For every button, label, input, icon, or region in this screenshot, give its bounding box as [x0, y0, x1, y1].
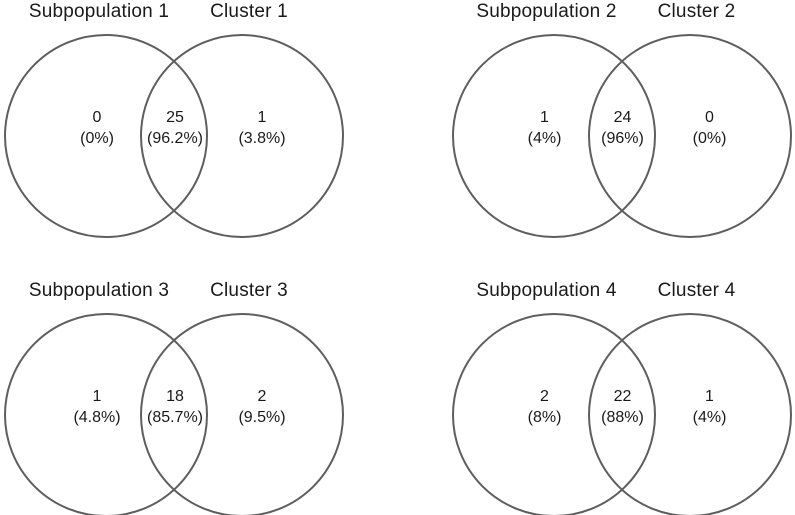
intersection-percent: (96%)	[601, 130, 644, 147]
intersection-count: 22	[613, 387, 632, 405]
left-only-percent: (4%)	[527, 130, 562, 147]
right-only-percent: (9.5%)	[238, 408, 286, 426]
cluster-1-title: Cluster 1	[210, 1, 288, 22]
right-only-region: 2 (9.5%)	[238, 386, 285, 428]
intersection-region: 24 (96%)	[601, 107, 644, 149]
left-only-region: 1 (4%)	[528, 107, 562, 149]
right-only-region: 0 (0%)	[693, 107, 727, 149]
intersection-count: 24	[613, 109, 632, 126]
left-only-count: 1	[540, 109, 549, 126]
intersection-region: 18 (85.7%)	[147, 386, 203, 428]
cluster-4-title: Cluster 4	[657, 279, 736, 301]
venn-panel-4: Subpopulation 4 Cluster 4 2 (8%) 22 (88%…	[398, 258, 795, 515]
cluster-1-circle	[140, 34, 344, 238]
venn-panel-2: Subpopulation 2 Cluster 2 1 (4%) 24 (96%…	[398, 0, 795, 258]
right-only-region: 1 (4%)	[693, 386, 727, 428]
left-only-region: 1 (4.8%)	[73, 386, 120, 428]
left-only-percent: (0%)	[80, 130, 114, 147]
left-only-region: 0 (0%)	[80, 107, 114, 149]
right-only-count: 1	[705, 387, 714, 405]
cluster-2-circle	[587, 34, 792, 238]
left-only-count: 0	[92, 109, 102, 126]
right-only-count: 1	[257, 109, 267, 126]
right-only-percent: (3.8%)	[238, 130, 286, 147]
intersection-percent: (85.7%)	[146, 408, 204, 426]
intersection-count: 25	[166, 109, 184, 126]
right-only-count: 0	[705, 109, 714, 126]
right-only-count: 2	[257, 387, 267, 405]
cluster-2-title: Cluster 2	[657, 1, 736, 22]
subpopulation-3-title: Subpopulation 3	[28, 279, 170, 301]
subpopulation-2-title: Subpopulation 2	[476, 1, 617, 22]
right-only-percent: (4%)	[692, 408, 727, 426]
subpopulation-4-title: Subpopulation 4	[476, 279, 617, 301]
subpopulation-1-title: Subpopulation 1	[28, 1, 170, 22]
left-only-region: 2 (8%)	[528, 386, 562, 428]
right-only-percent: (0%)	[692, 130, 727, 147]
intersection-region: 22 (88%)	[601, 386, 644, 428]
venn-panel-1: Subpopulation 1 Cluster 1 0 (0%) 25 (96.…	[0, 0, 398, 258]
cluster-3-title: Cluster 3	[210, 279, 288, 301]
right-only-region: 1 (3.8%)	[238, 107, 285, 149]
intersection-region: 25 (96.2%)	[147, 107, 203, 149]
venn-panel-3: Subpopulation 3 Cluster 3 1 (4.8%) 18 (8…	[0, 258, 398, 515]
left-only-percent: (4.8%)	[73, 408, 121, 426]
intersection-percent: (88%)	[601, 408, 644, 426]
intersection-count: 18	[166, 387, 184, 405]
intersection-percent: (96.2%)	[146, 130, 204, 147]
left-only-count: 2	[540, 387, 549, 405]
left-only-count: 1	[92, 387, 102, 405]
left-only-percent: (8%)	[527, 408, 562, 426]
